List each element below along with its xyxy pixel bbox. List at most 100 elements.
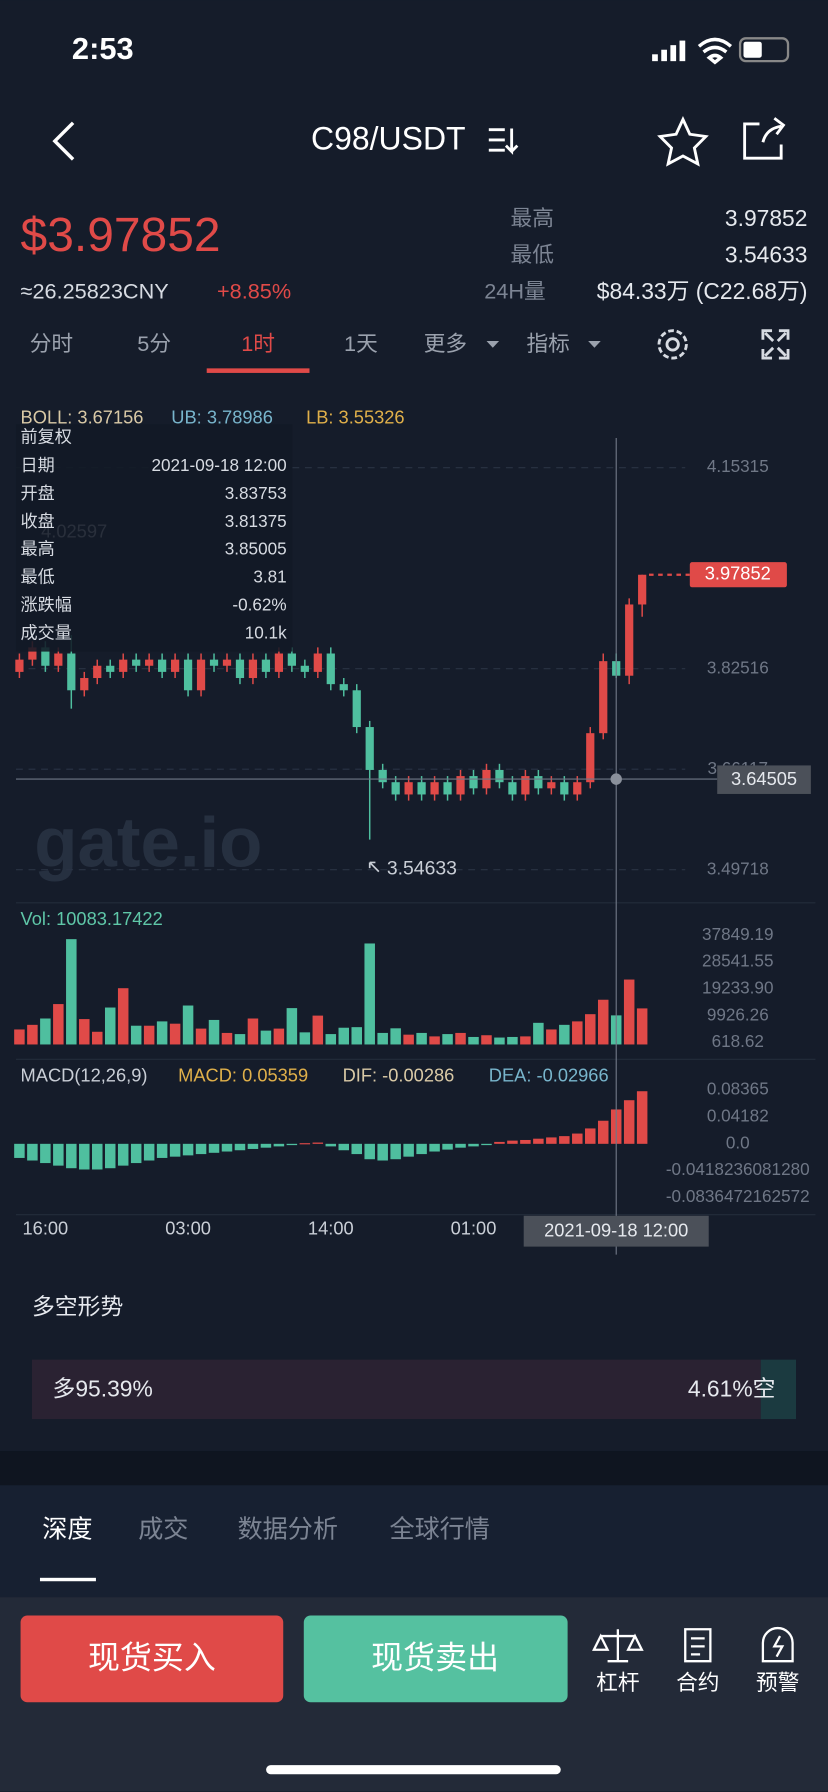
sell-button[interactable] xyxy=(303,1615,568,1703)
candle-body xyxy=(196,659,206,691)
sell-label[interactable]: 现货卖出 xyxy=(371,1639,499,1675)
volume-bar xyxy=(260,1030,272,1045)
crosshair-price: 3.64505 xyxy=(731,768,797,789)
volume-tick-label: 9926.26 xyxy=(707,1004,769,1024)
candle-body xyxy=(132,659,141,666)
macd-bar xyxy=(429,1143,440,1152)
favorite-icon[interactable] xyxy=(657,115,709,167)
margin-icon[interactable] xyxy=(592,1629,644,1663)
battery-icon xyxy=(738,37,790,63)
candle-body xyxy=(534,776,543,789)
candle-body xyxy=(274,653,284,672)
switch-icon[interactable] xyxy=(488,128,519,155)
tooltip-value: 2021-09-18 12:00 xyxy=(151,455,286,475)
y-tick-label: 3.49718 xyxy=(707,858,769,878)
min-arrow xyxy=(368,861,380,873)
tooltip-value: 10.1k xyxy=(245,622,287,642)
candle-body xyxy=(326,653,335,685)
tool-label[interactable]: 预警 xyxy=(756,1670,799,1695)
settings-icon[interactable] xyxy=(657,329,688,360)
volume-bar xyxy=(390,1028,401,1045)
bottom-tab[interactable]: 数据分析 xyxy=(238,1516,338,1544)
volume-bar xyxy=(156,1021,168,1045)
tooltip-box xyxy=(15,424,293,652)
candle-body xyxy=(625,604,634,676)
macd-bar xyxy=(260,1143,272,1148)
macd-bar xyxy=(572,1133,583,1144)
tooltip-key: 最高 xyxy=(21,539,55,559)
volume-bar xyxy=(546,1029,557,1045)
volume-bar xyxy=(92,1031,103,1045)
macd-bar xyxy=(143,1143,155,1161)
y-tick-label: 4.15315 xyxy=(707,456,769,476)
macd-bar xyxy=(520,1139,531,1144)
short-bar xyxy=(760,1359,797,1420)
x-tick-label: 01:00 xyxy=(451,1217,497,1238)
volume-bar xyxy=(481,1035,492,1045)
macd-bar xyxy=(104,1143,116,1169)
period-tab[interactable]: 5分 xyxy=(137,331,171,356)
candle-body xyxy=(28,647,37,660)
macd-bar xyxy=(92,1143,103,1170)
last-price-label: 3.97852 xyxy=(705,563,771,584)
period-tab[interactable]: 1天 xyxy=(344,331,378,356)
bottom-tab-active[interactable]: 深度 xyxy=(42,1516,92,1544)
macd-bar xyxy=(597,1120,609,1144)
macd-tick-label: -0.0418236081280 xyxy=(666,1159,810,1179)
pair-title[interactable]: C98/USDT xyxy=(311,121,466,157)
buy-button[interactable] xyxy=(20,1615,284,1703)
volume-bar xyxy=(40,1018,51,1045)
indicator-tab[interactable]: 指标 xyxy=(526,331,569,356)
low-value: 3.54633 xyxy=(725,241,808,267)
volume-bar xyxy=(494,1037,505,1045)
macd-bar xyxy=(53,1143,64,1166)
volume-bar xyxy=(182,1005,194,1045)
candle-body xyxy=(287,653,296,666)
candle-body xyxy=(15,659,24,672)
contract-icon[interactable] xyxy=(684,1628,712,1663)
indicator-label: LB: 3.55326 xyxy=(306,406,405,427)
last-price: $3.97852 xyxy=(21,209,221,262)
volume-bar xyxy=(455,1032,466,1045)
crosshair-date: 2021-09-18 12:00 xyxy=(544,1220,688,1241)
candle-body xyxy=(235,659,245,679)
tool-label[interactable]: 合约 xyxy=(676,1670,719,1695)
volume-tick-label: 28541.55 xyxy=(702,951,773,971)
dropdown-caret xyxy=(486,340,500,348)
crosshair-date-tag xyxy=(523,1215,709,1247)
high-label: 最高 xyxy=(511,206,554,231)
dropdown-caret xyxy=(588,340,601,348)
alert-icon[interactable] xyxy=(761,1627,794,1663)
tool-label[interactable]: 杠杆 xyxy=(596,1670,639,1695)
buy-label[interactable]: 现货买入 xyxy=(88,1639,216,1675)
volume-bar xyxy=(14,1029,25,1045)
candle-body xyxy=(638,574,647,605)
tooltip-key: 涨跌幅 xyxy=(21,594,72,614)
back-button[interactable] xyxy=(52,121,75,161)
share-icon[interactable] xyxy=(743,117,786,160)
volume-bar xyxy=(468,1036,479,1045)
period-tab[interactable]: 分时 xyxy=(30,331,73,356)
volume-bar xyxy=(79,1019,90,1045)
macd-bar xyxy=(247,1143,259,1149)
last-price-tag xyxy=(689,562,787,588)
bottom-tab[interactable]: 成交 xyxy=(138,1516,188,1544)
macd-bar xyxy=(623,1100,635,1144)
volume-bar xyxy=(533,1022,544,1045)
sentiment-title: 多空形势 xyxy=(32,1293,123,1319)
volume-bar xyxy=(286,1008,298,1045)
bottom-tab[interactable]: 全球行情 xyxy=(389,1516,489,1544)
macd-tick-label: 0.0 xyxy=(726,1132,750,1152)
macd-bar xyxy=(234,1143,246,1151)
macd-bar xyxy=(325,1143,337,1147)
more-tab[interactable]: 更多 xyxy=(424,331,467,356)
macd-bar xyxy=(364,1143,375,1160)
candle-body xyxy=(417,782,426,795)
bottom-tab-underline xyxy=(39,1577,96,1582)
volume-bar xyxy=(507,1036,518,1045)
macd-bar xyxy=(286,1143,298,1146)
period-tab-active[interactable]: 1时 xyxy=(241,331,275,356)
candle-body xyxy=(560,782,569,795)
candle-body xyxy=(508,782,517,795)
fullscreen-icon[interactable] xyxy=(761,329,790,360)
